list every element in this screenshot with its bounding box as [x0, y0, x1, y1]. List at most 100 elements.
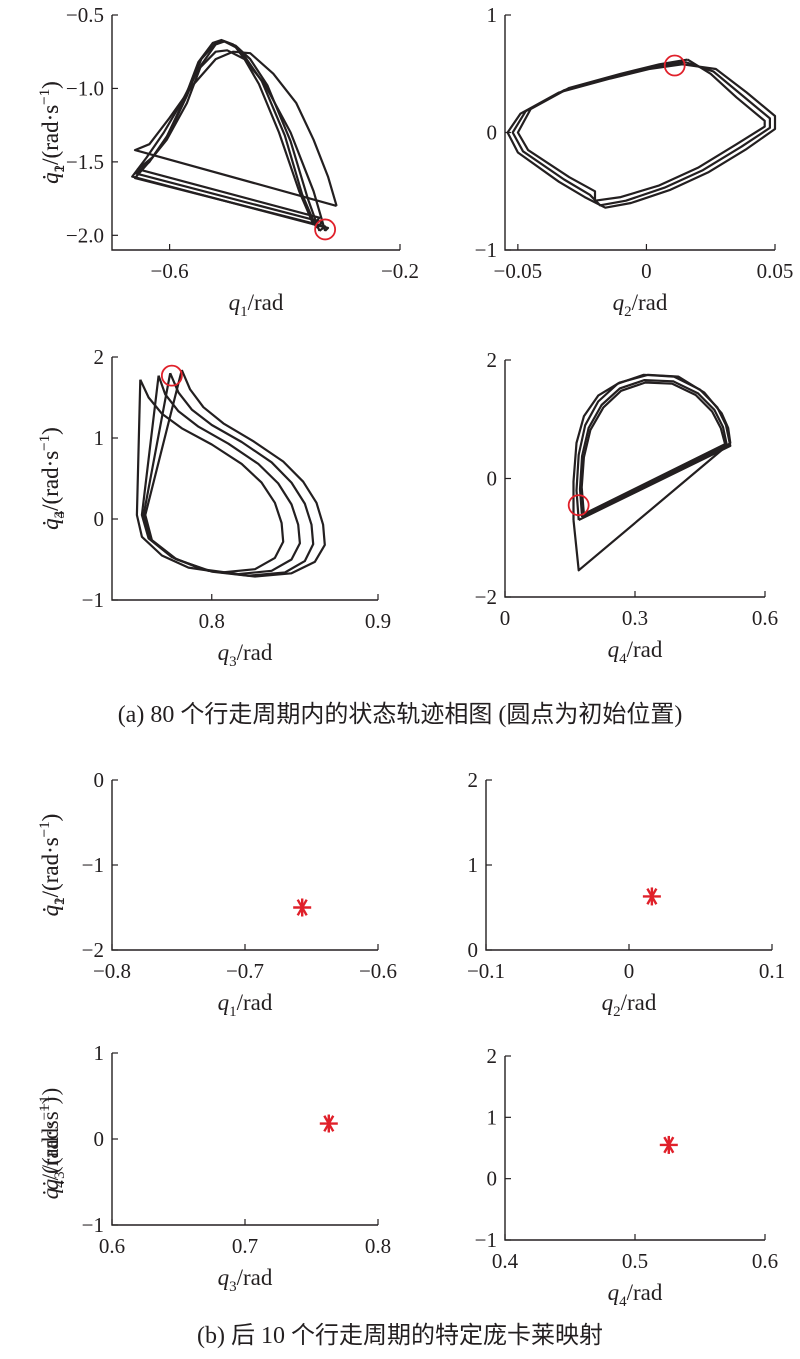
x-tick-label: −0.8	[93, 959, 131, 983]
x-tick-label: 0.7	[232, 1234, 258, 1258]
x-tick-label: −0.7	[226, 959, 264, 983]
trajectory-line	[144, 369, 326, 578]
y-axis-label: q̇4/(rad·s−1)	[37, 1097, 68, 1200]
y-tick-label: 0	[487, 121, 498, 145]
y-tick-label: −1	[82, 853, 104, 877]
y-tick-label: 0	[487, 1167, 498, 1191]
chart-panel-b4: 0.4 0.5 0.6 2 1 0 −1 q4/rad q̇4/(rad·s−1)	[37, 1044, 778, 1310]
x-tick-label: 0	[624, 959, 635, 983]
y-tick-label: 0	[94, 768, 105, 792]
trajectory-line	[133, 50, 338, 207]
y-tick-label: −2	[82, 938, 104, 962]
y-tick-label: −1.5	[66, 150, 104, 174]
chart-panel-b1: −0.8 −0.7 −0.6 0 −1 −2 q1/rad q̇1/(rad·s−1)	[37, 768, 397, 1020]
trajectory-line	[131, 49, 330, 232]
caption-a: (a) 80 个行走周期内的状态轨迹相图 (圆点为初始位置)	[117, 702, 683, 728]
y-tick-label: 1	[94, 1041, 105, 1065]
trajectory-line	[140, 375, 301, 576]
x-tick-label: 0.6	[752, 606, 778, 630]
svg-text:q1/rad: q1/rad	[218, 990, 273, 1020]
trajectory-line	[572, 373, 732, 572]
x-axis-label: q3/rad	[218, 1265, 273, 1295]
y-axis-label: q̇1/(rad·s−1)	[37, 81, 68, 184]
svg-text:q̇4/(rad·s−1): q̇4/(rad·s−1)	[37, 1097, 68, 1200]
y-tick-label: 2	[487, 348, 498, 372]
x-axis-label: q3/rad	[218, 640, 273, 670]
axes-b3	[111, 1053, 378, 1226]
chart-panel-a2: −0.05 0 0.05 1 0 −1 q2/rad q̇2/(rad·s−1)	[37, 3, 793, 320]
y-tick-label: 0	[487, 467, 498, 491]
y-axis-label: q̇1/(rad·s−1)	[37, 814, 68, 917]
x-axis-label: q1/rad	[218, 990, 273, 1020]
x-tick-label: 0.05	[757, 259, 794, 283]
x-tick-label: 0.5	[622, 1249, 648, 1273]
svg-text:q2/rad: q2/rad	[602, 990, 657, 1020]
axes-b1	[111, 780, 378, 951]
poincare-point	[642, 887, 661, 906]
svg-text:q̇3/(rad·s−1): q̇3/(rad·s−1)	[37, 427, 68, 530]
initial-position-marker	[567, 494, 590, 517]
svg-text:q̇1/(rad·s−1): q̇1/(rad·s−1)	[37, 81, 68, 184]
trajectory-line	[135, 38, 324, 229]
y-tick-label: −0.5	[66, 3, 104, 27]
x-tick-label: 0.8	[365, 1234, 391, 1258]
poincare-point	[659, 1135, 678, 1154]
y-tick-label: −1	[475, 1228, 497, 1252]
x-tick-label: 0.6	[99, 1234, 125, 1258]
svg-text:q̇3/(rad·s−1): q̇3/(rad·s−1)	[37, 1088, 68, 1191]
poincare-point	[293, 898, 312, 917]
x-tick-label: 0	[641, 259, 652, 283]
y-tick-label: 2	[487, 1044, 498, 1068]
svg-text:q3/rad: q3/rad	[218, 640, 273, 670]
axes-b4	[504, 1056, 765, 1241]
x-axis-label: q2/rad	[602, 990, 657, 1020]
y-axis-label: q̇3/(rad·s−1)	[37, 1088, 68, 1191]
svg-text:q̇2/(rad·s−1): q̇2/(rad·s−1)	[37, 81, 68, 184]
poincare-point	[319, 1114, 338, 1133]
svg-text:q1/rad: q1/rad	[229, 290, 284, 320]
y-tick-label: −2.0	[66, 223, 104, 247]
x-tick-label: −0.2	[381, 259, 419, 283]
x-tick-label: 0.8	[199, 609, 225, 633]
svg-text:q3/rad: q3/rad	[218, 1265, 273, 1295]
initial-position-marker	[160, 364, 183, 387]
caption-b: (b) 后 10 个行走周期的特定庞卡莱映射	[197, 1323, 603, 1349]
y-tick-label: 1	[487, 3, 498, 27]
y-tick-label: 0	[468, 938, 479, 962]
y-tick-label: 0	[94, 1127, 105, 1151]
y-axis-label: q̇3/(rad·s−1)	[37, 427, 68, 530]
trajectory-line	[142, 372, 315, 577]
y-axis-label: q̇4/(rad·s−1)	[37, 427, 68, 530]
svg-text:q̇2/(rad·s−1): q̇2/(rad·s−1)	[37, 814, 68, 917]
trajectory-line	[135, 379, 285, 574]
x-tick-label: 0.9	[365, 609, 391, 633]
initial-position-marker	[663, 54, 686, 77]
axes-a4	[504, 360, 765, 598]
y-tick-label: 1	[487, 1105, 498, 1129]
trajectory-line	[511, 60, 771, 207]
axes-b2	[485, 780, 772, 951]
x-tick-label: 0.6	[752, 1249, 778, 1273]
svg-text:q2/rad: q2/rad	[613, 290, 668, 320]
y-axis-label: q̇2/(rad·s−1)	[37, 814, 68, 917]
svg-text:q4/rad: q4/rad	[608, 637, 663, 667]
y-tick-label: −2	[475, 585, 497, 609]
x-axis-label: q2/rad	[613, 290, 668, 320]
trajectory-line	[506, 63, 777, 209]
y-tick-label: −1.0	[66, 76, 104, 100]
x-tick-label: −0.6	[151, 259, 189, 283]
x-tick-label: 0.3	[622, 606, 648, 630]
chart-panel-b3: 0.6 0.7 0.8 1 0 −1 q3/rad q̇3/(rad·s−1)	[37, 1041, 391, 1295]
trajectory-line	[580, 381, 727, 515]
y-tick-label: −1	[82, 1213, 104, 1237]
x-tick-label: 0.1	[759, 959, 785, 983]
svg-text:q̇1/(rad·s−1): q̇1/(rad·s−1)	[37, 814, 68, 917]
y-tick-label: −1	[82, 588, 104, 612]
y-tick-label: 1	[94, 426, 105, 450]
y-tick-label: 1	[468, 853, 479, 877]
axes-a3	[111, 357, 378, 601]
y-axis-label: q̇2/(rad·s−1)	[37, 81, 68, 184]
